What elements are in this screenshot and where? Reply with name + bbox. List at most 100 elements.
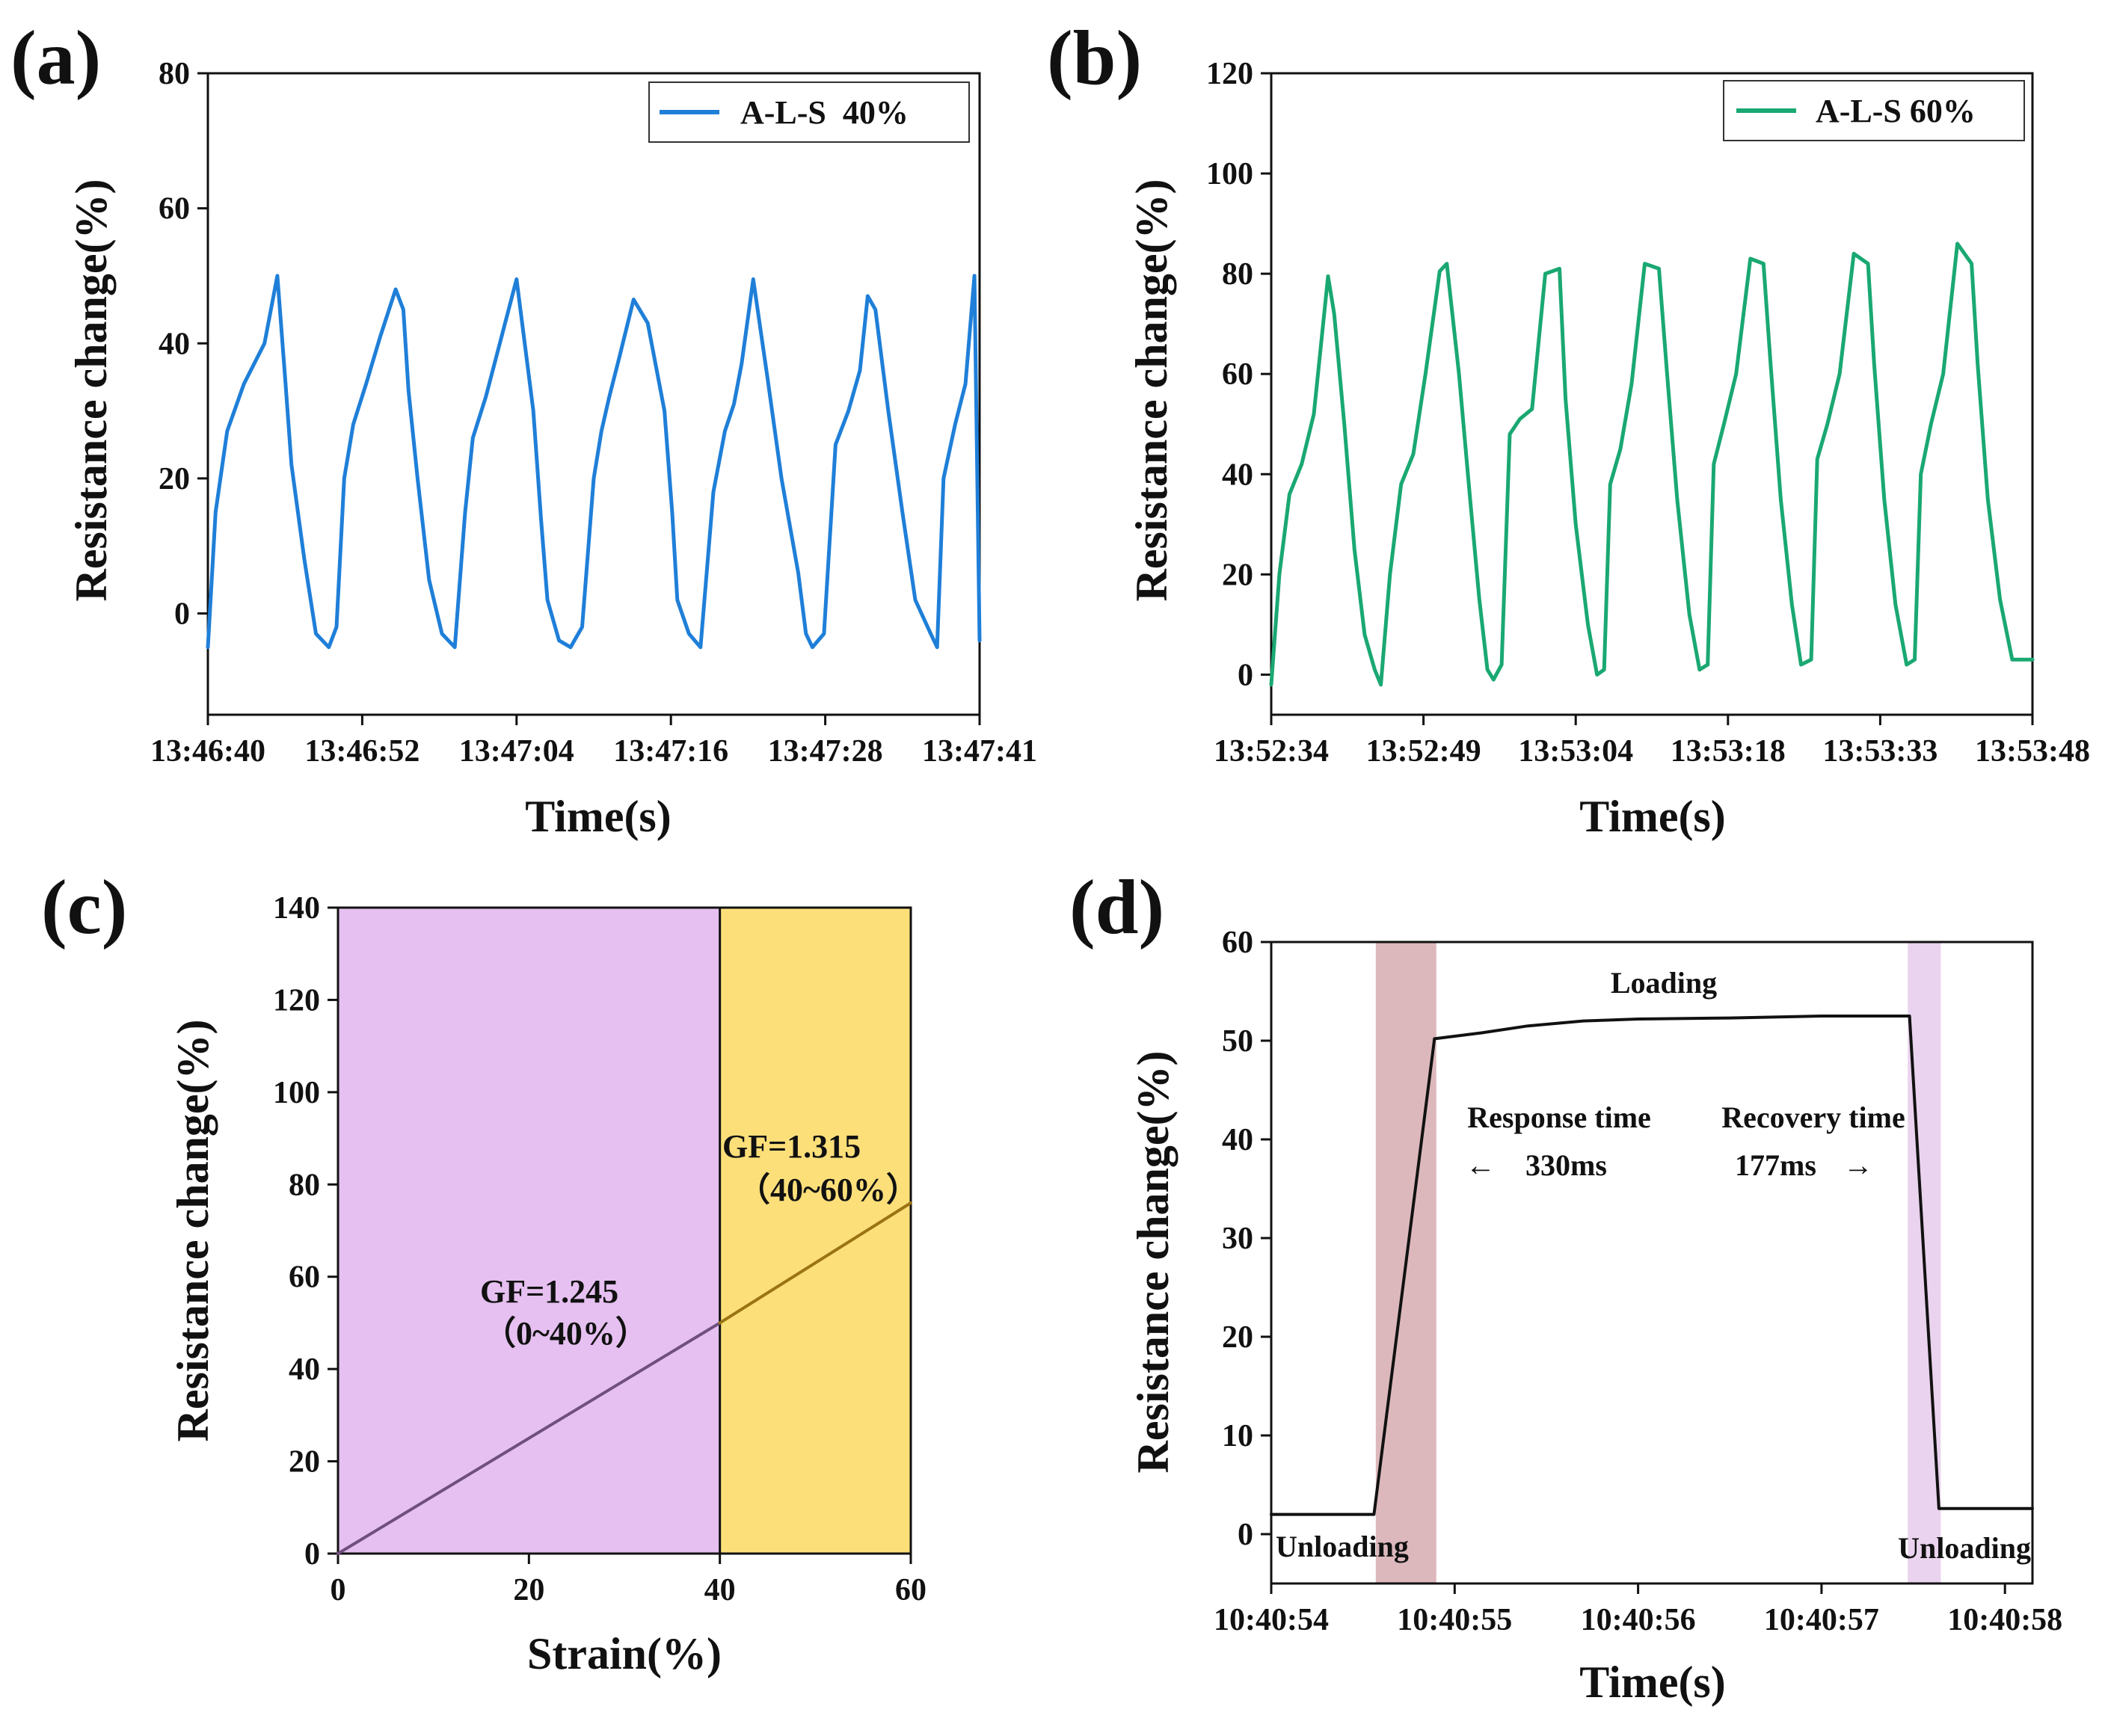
panel-c-annotation-1-gf: GF=1.245 xyxy=(480,1273,618,1310)
panel-a-ylabel: Resistance change(%) xyxy=(67,179,116,602)
panel-c-series xyxy=(337,1201,912,1555)
panel-d-series-line-0 xyxy=(1270,1015,2034,1516)
panel-d-ytick-label: 60 xyxy=(1222,926,1253,960)
panel-d-series xyxy=(1270,1015,2034,1516)
panel-d-unloading-right-label: Unloading xyxy=(1898,1531,2031,1565)
panel-d-response-arrow: ← xyxy=(1466,1148,1496,1182)
panel-d-xtick-label: 10:40:54 xyxy=(1214,1603,1329,1637)
panel-b-ytick-label: 60 xyxy=(1222,357,1253,392)
panel-b-xtick-label: 13:53:18 xyxy=(1671,734,1786,769)
panel-c-annotation-2-range: （40~60%） xyxy=(737,1172,919,1208)
panel-d-ylabel: Resistance change(%) xyxy=(1128,1051,1178,1474)
panel-d-x-ticks: 10:40:54 10:40:55 10:40:56 10:40:57 10:40:58 xyxy=(1214,1583,2062,1637)
panel-a-ytick-label: 80 xyxy=(159,57,190,91)
panel-c-ytick-label: 20 xyxy=(289,1445,320,1480)
panel-a-xtick-label: 13:47:04 xyxy=(459,734,574,769)
panel-b-xtick-label: 13:53:04 xyxy=(1518,734,1633,769)
panel-c-annotation-1-range: （0~40%） xyxy=(483,1315,648,1352)
panel-c-region-0 xyxy=(338,908,720,1554)
panel-c-xlabel: Strain(%) xyxy=(527,1629,722,1678)
panel-d-ytick-label: 40 xyxy=(1222,1123,1253,1157)
panel-c-ylabel: Resistance change(%) xyxy=(168,1020,218,1442)
panel-b-xtick-label: 13:53:33 xyxy=(1822,734,1937,769)
panel-b-x-ticks: 13:52:34 13:52:49 13:53:04 13:53:18 13:53:33… xyxy=(1214,715,2090,769)
panel-c-frame xyxy=(337,906,912,1555)
panel-a-frame xyxy=(206,72,981,716)
panel-c-y-ticks: 0 20 40 60 80 100 120 140 xyxy=(273,891,338,1572)
panel-a-xtick-label: 13:47:41 xyxy=(922,734,1037,769)
panel-a-series-line-0 xyxy=(206,274,982,650)
panel-d-y-ticks: 0 10 20 30 40 50 60 xyxy=(1222,926,1271,1552)
panel-c-xtick-label: 40 xyxy=(704,1573,736,1607)
panel-a-ytick-label: 0 xyxy=(174,597,190,632)
panel-d-xlabel: Time(s) xyxy=(1579,1657,1726,1707)
panel-d-letter: (d) xyxy=(1069,864,1164,950)
panel-d-recovery-value: 177ms xyxy=(1735,1148,1816,1182)
panel-b-ytick-label: 40 xyxy=(1222,458,1253,492)
panel-d-recovery-arrow: → xyxy=(1843,1148,1873,1182)
panel-a-legend: A-L-S 40% xyxy=(648,81,970,143)
panel-b-xtick-label: 13:52:49 xyxy=(1366,734,1481,769)
panel-a-letter: (a) xyxy=(10,15,101,101)
panel-c-ytick-label: 140 xyxy=(273,891,320,926)
panel-c-region-1 xyxy=(719,908,911,1554)
panel-c-ytick-label: 120 xyxy=(273,983,320,1018)
panel-b-ytick-label: 0 xyxy=(1238,658,1253,692)
panel-a-xtick-label: 13:47:28 xyxy=(768,734,883,769)
panel-a-xlabel: Time(s) xyxy=(525,792,672,841)
panel-a-xtick-label: 13:47:16 xyxy=(613,734,728,769)
panel-a-ytick-label: 60 xyxy=(159,192,190,227)
panel-d-ytick-label: 50 xyxy=(1222,1024,1253,1059)
panel-c-xtick-label: 0 xyxy=(331,1573,346,1607)
panel-d-xtick-label: 10:40:57 xyxy=(1764,1603,1879,1637)
panel-a-xtick-label: 13:46:40 xyxy=(150,734,265,769)
panel-b-ylabel: Resistance change(%) xyxy=(1127,179,1176,602)
panel-a-legend-label: A-L-S 40% xyxy=(740,94,909,131)
panel-c-letter: (c) xyxy=(41,864,127,950)
panel-d-ytick-label: 0 xyxy=(1238,1518,1253,1552)
panel-a-series xyxy=(206,274,982,650)
panel-d-ytick-label: 20 xyxy=(1222,1320,1253,1355)
panel-b-ytick-label: 80 xyxy=(1222,257,1253,292)
panel-c-ytick-label: 100 xyxy=(273,1076,320,1110)
panel-b-xtick-label: 13:52:34 xyxy=(1214,734,1329,769)
panel-c-ytick-label: 60 xyxy=(289,1261,320,1295)
panel-c-xtick-label: 20 xyxy=(513,1573,544,1607)
panel-b-ytick-label: 20 xyxy=(1222,558,1253,592)
panel-b-ytick-label: 120 xyxy=(1206,57,1253,91)
panel-b-y-ticks: 0 20 40 60 80 100 120 xyxy=(1206,57,1271,692)
panel-b-series xyxy=(1269,241,2035,687)
panel-c-annotation-2-gf: GF=1.315 xyxy=(722,1128,861,1165)
panel-b-letter: (b) xyxy=(1047,15,1142,101)
panel-d-unloading-left-label: Unloading xyxy=(1276,1530,1409,1563)
panel-c-xtick-label: 60 xyxy=(895,1573,926,1607)
panel-b-legend-label: A-L-S 60% xyxy=(1816,93,1976,129)
panel-a-ytick-label: 40 xyxy=(159,327,190,361)
panel-b-series-line-0 xyxy=(1269,241,2035,687)
panel-c-ytick-label: 0 xyxy=(304,1537,320,1572)
panel-c-regions xyxy=(338,908,911,1554)
panel-d-xtick-label: 10:40:56 xyxy=(1581,1603,1696,1637)
panel-a-y-ticks: 0 20 40 60 80 xyxy=(159,57,208,632)
panel-d-loading-label: Loading xyxy=(1611,966,1717,1000)
panel-c-ytick-label: 80 xyxy=(289,1168,320,1202)
panel-a-xtick-label: 13:46:52 xyxy=(304,734,420,769)
panel-c-series-line-0 xyxy=(337,1321,722,1555)
panel-b-legend: A-L-S 60% xyxy=(1723,80,2025,141)
panel-d-bands xyxy=(1375,942,1941,1583)
panel-a-x-ticks: 13:46:40 13:46:52 13:47:04 13:47:16 13:47:28… xyxy=(150,715,1037,769)
panel-b-xlabel: Time(s) xyxy=(1579,792,1726,841)
panel-b-xtick-label: 13:53:48 xyxy=(1975,734,2090,769)
panel-c-series-line-1 xyxy=(718,1201,912,1325)
panel-d-response-title: Response time xyxy=(1467,1101,1651,1134)
panel-d-frame xyxy=(1270,941,2034,1585)
panel-d-xtick-label: 10:40:55 xyxy=(1397,1603,1512,1637)
panel-b-ytick-label: 100 xyxy=(1206,157,1253,191)
panel-c-ytick-label: 40 xyxy=(289,1352,320,1387)
panel-b-frame xyxy=(1270,72,2034,716)
panel-d-xtick-label: 10:40:58 xyxy=(1947,1603,2062,1637)
